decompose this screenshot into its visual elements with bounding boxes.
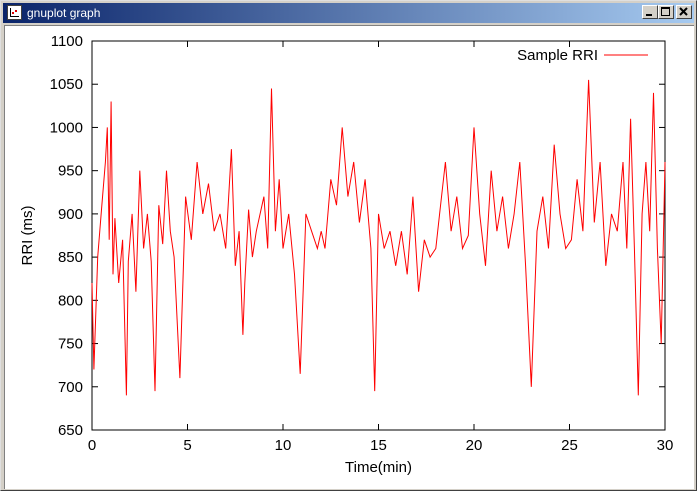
y-tick-label: 1050 [50,76,83,93]
minimize-button[interactable] [642,5,658,19]
title-bar[interactable]: gnuplot graph [3,3,694,23]
y-tick-label: 800 [58,292,83,309]
y-axis-label: RRI (ms) [19,206,36,266]
close-button[interactable] [676,5,692,19]
y-tick-label: 900 [58,206,83,223]
x-tick-label: 0 [88,437,96,454]
y-tick-label: 750 [58,336,83,353]
x-tick-label: 10 [275,437,292,454]
y-tick-label: 650 [58,422,83,439]
rri-chart: 0 5 10 15 20 25 30 650 700 750 800 850 900 950 1000 10… [19,33,674,476]
y-tick-label: 1100 [51,33,83,50]
y-tick-label: 700 [58,379,83,396]
x-tick-label: 20 [466,437,483,454]
legend-label: Sample RRI [517,47,598,64]
x-tick-label: 15 [370,437,387,454]
y-tick-label: 1000 [50,119,83,136]
y-tick-label: 950 [58,163,83,180]
x-tick-label: 30 [657,437,674,454]
maximize-button[interactable] [658,5,674,19]
x-ticks: 0 5 10 15 20 25 30 [88,41,674,454]
plot-area-client: 0 5 10 15 20 25 30 650 700 750 800 850 900 950 1000 10… [4,25,694,489]
x-axis-label: Time(min) [345,459,412,476]
window-title: gnuplot graph [27,6,101,20]
y-tick-label: 850 [58,249,83,266]
x-tick-label: 25 [561,437,578,454]
gnuplot-app-icon[interactable] [7,5,22,20]
y-ticks: 650 700 750 800 850 900 950 1000 1050 1100 [50,33,665,439]
x-tick-label: 5 [183,437,191,454]
series-line-sample-rri [91,79,666,396]
